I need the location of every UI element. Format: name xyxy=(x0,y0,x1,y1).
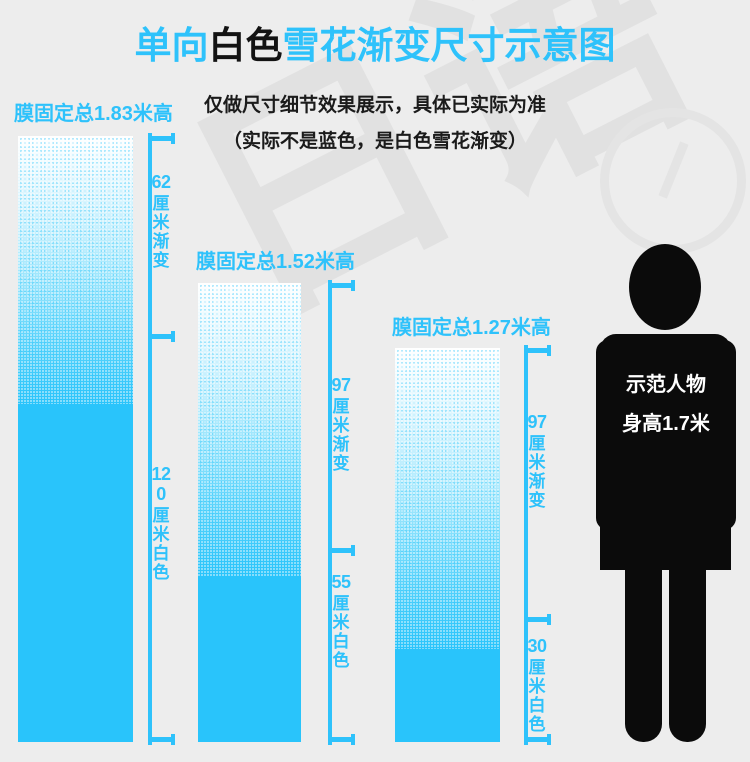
person-caption-line-2: 身高1.7米 xyxy=(622,413,710,435)
bar-3-solid-value: 30 xyxy=(527,636,547,656)
bar-1-gradient-measure: 62 厘米渐变 xyxy=(148,172,174,270)
subtitle-line-2: （实际不是蓝色，是白色雪花渐变） xyxy=(222,131,527,152)
bar-3 xyxy=(395,348,500,742)
bar-3-ruler-line xyxy=(524,350,528,742)
bar-2-gradient-value: 97 xyxy=(331,375,351,395)
person-caption-line-1: 示范人物 xyxy=(626,374,706,396)
bar-1-gradient-unit: 厘米渐变 xyxy=(152,194,170,271)
bar-1-solid-unit: 厘米白色 xyxy=(152,506,170,583)
bar-2-gradient-measure: 97 厘米渐变 xyxy=(328,375,354,473)
bar-3-tick-top xyxy=(524,345,551,356)
bar-1-tick-bottom xyxy=(148,734,175,745)
bar-2-tick-bottom xyxy=(328,734,355,745)
bar-3-solid-measure: 30 厘米白色 xyxy=(524,636,550,734)
bar-3-tick-middle xyxy=(524,614,551,625)
bar-2-solid-value: 55 xyxy=(331,572,351,592)
person-caption: 示范人物 身高1.7米 xyxy=(596,366,736,444)
bar-1-solid-section xyxy=(18,404,133,742)
subtitle-line-1: 仅做尺寸细节效果展示，具体已实际为准 xyxy=(203,95,546,116)
page-title: 单向白色雪花渐变尺寸示意图 xyxy=(0,25,750,67)
bar-1-tick-middle xyxy=(148,331,175,342)
title-part-2: 白色 xyxy=(208,25,283,66)
bar-3-solid-section xyxy=(395,649,500,742)
bar-2-tick-middle xyxy=(328,545,355,556)
person-body xyxy=(600,334,731,570)
bar-3-solid-unit: 厘米白色 xyxy=(528,658,546,735)
bar-2-gradient-section xyxy=(198,283,301,576)
bar-2-tick-top xyxy=(328,280,355,291)
bar-2 xyxy=(198,283,301,742)
bar-2-solid-unit: 厘米白色 xyxy=(332,594,350,671)
person-head-icon xyxy=(629,244,701,330)
bar-3-gradient-section xyxy=(395,348,500,649)
bar-1-gradient-section xyxy=(18,136,133,404)
bar-1 xyxy=(18,136,133,742)
bar-2-gradient-unit: 厘米渐变 xyxy=(332,397,350,474)
bar-2-solid-measure: 55 厘米白色 xyxy=(328,572,354,670)
title-part-1: 单向 xyxy=(134,25,209,66)
bar-2-label: 膜固定总1.52米高 xyxy=(196,251,355,273)
bar-3-label: 膜固定总1.27米高 xyxy=(392,317,551,339)
bar-1-tick-top xyxy=(148,133,175,144)
bar-1-ruler-line xyxy=(148,138,152,742)
bar-3-gradient-measure: 97 厘米渐变 xyxy=(524,412,550,510)
bar-3-tick-bottom xyxy=(524,734,551,745)
bar-1-gradient-value: 62 xyxy=(151,172,171,192)
bar-3-gradient-value: 97 xyxy=(527,412,547,432)
bar-3-gradient-unit: 厘米渐变 xyxy=(528,434,546,511)
bar-2-solid-section xyxy=(198,576,301,742)
title-part-3: 雪花渐变尺寸示意图 xyxy=(282,25,616,66)
bar-1-solid-value: 120 xyxy=(151,464,171,505)
bar-1-solid-measure: 120 厘米白色 xyxy=(148,464,174,582)
bar-1-label: 膜固定总1.83米高 xyxy=(14,103,173,125)
bar-2-ruler-line xyxy=(328,285,332,742)
